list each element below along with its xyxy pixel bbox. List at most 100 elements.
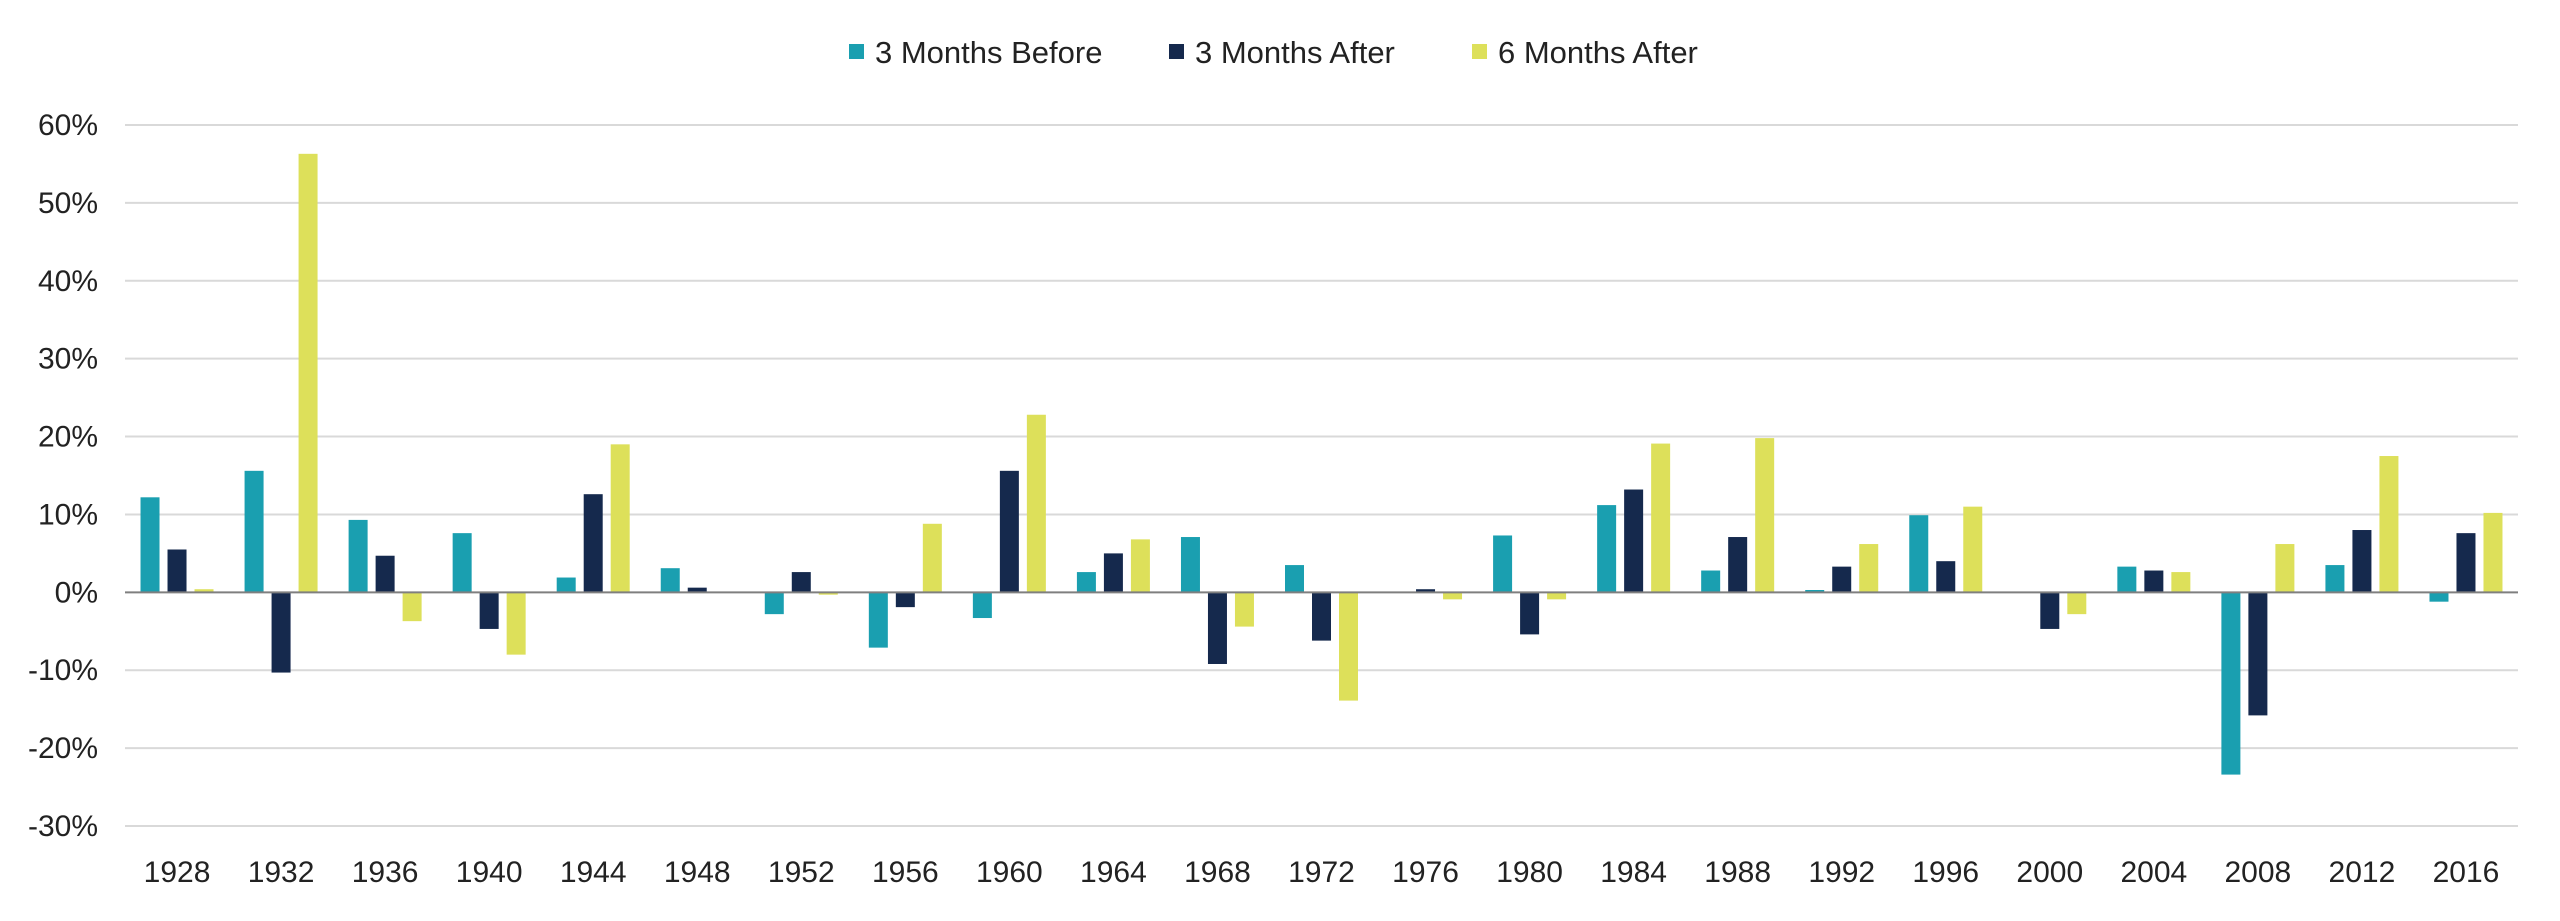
bar <box>2221 592 2241 775</box>
bar <box>999 470 1019 593</box>
bar <box>506 592 526 655</box>
y-tick-label: 50% <box>38 187 98 220</box>
bar <box>2117 566 2137 593</box>
legend-swatch <box>1472 44 1487 59</box>
bar <box>1493 535 1513 593</box>
legend-label: 3 Months Before <box>875 35 1102 70</box>
bar <box>402 592 422 622</box>
bar <box>1103 553 1123 593</box>
bar <box>140 497 160 593</box>
bar <box>764 592 784 615</box>
x-tick-label: 1956 <box>872 856 939 889</box>
bar <box>2144 570 2164 593</box>
x-tick-label: 2012 <box>2329 856 2396 889</box>
x-tick-label: 1960 <box>976 856 1043 889</box>
x-tick-label: 1968 <box>1184 856 1251 889</box>
bar <box>1701 570 1721 593</box>
bar <box>1755 438 1775 593</box>
bar <box>583 494 603 593</box>
legend-item: 3 Months After <box>1169 35 1395 70</box>
bar <box>1285 565 1304 593</box>
legend-item: 3 Months Before <box>849 35 1102 70</box>
bar <box>348 519 368 593</box>
bar <box>1130 539 1150 593</box>
bar <box>1728 537 1748 593</box>
legend-swatch <box>1169 44 1184 59</box>
legend-label: 3 Months After <box>1195 35 1395 70</box>
x-tick-label: 2016 <box>2433 856 2500 889</box>
x-tick-label: 2008 <box>2225 856 2292 889</box>
x-tick-label: 2000 <box>2016 856 2083 889</box>
y-tick-label: -20% <box>28 732 98 765</box>
x-tick-label: 1932 <box>248 856 315 889</box>
bar <box>194 589 214 593</box>
bar <box>1624 489 1644 593</box>
bar <box>2429 592 2449 602</box>
x-tick-label: 1976 <box>1392 856 1459 889</box>
bar <box>2248 592 2268 716</box>
bar <box>2040 592 2060 629</box>
bar <box>610 444 630 593</box>
legend-item: 6 Months After <box>1472 35 1698 70</box>
y-tick-label: 0% <box>55 576 98 609</box>
bar <box>1234 592 1254 627</box>
bar <box>2171 572 2191 593</box>
x-axis-tick-labels: 1928 1932 1936 1940 1944 1948 1952 1956 1960 1964… <box>144 856 2500 889</box>
bar <box>1805 590 1825 593</box>
bar <box>1547 592 1567 600</box>
bar <box>2483 512 2503 593</box>
bar <box>895 592 915 608</box>
bar <box>1207 592 1227 664</box>
y-tick-label: 60% <box>38 109 98 142</box>
x-tick-label: 1980 <box>1496 856 1563 889</box>
bar <box>2275 544 2295 593</box>
x-tick-label: 1940 <box>456 856 523 889</box>
legend: 3 Months Before 3 Months After 6 Months Af… <box>849 35 1698 70</box>
y-tick-label: 30% <box>38 343 98 376</box>
y-tick-label: -10% <box>28 654 98 687</box>
y-tick-label: -30% <box>28 810 98 843</box>
bar <box>818 592 838 595</box>
bar <box>479 592 499 629</box>
series-3-months-after <box>167 470 2476 716</box>
bar <box>972 592 992 619</box>
bar <box>244 470 264 593</box>
x-tick-label: 1964 <box>1080 856 1147 889</box>
y-axis-tick-labels: 60% 50% 40% 30% 20% 10% 0% -10% -20% -30% <box>28 109 98 843</box>
bar <box>375 555 395 593</box>
bar <box>1443 592 1463 600</box>
bar <box>660 568 680 593</box>
bar <box>1597 505 1617 593</box>
x-tick-label: 1936 <box>352 856 419 889</box>
x-tick-label: 2004 <box>2120 856 2187 889</box>
bar <box>2325 565 2345 593</box>
bar <box>1909 515 1929 593</box>
series-3-months-before <box>140 470 2449 775</box>
bar <box>1651 443 1671 593</box>
x-tick-label: 1988 <box>1704 856 1771 889</box>
bar <box>1180 537 1200 593</box>
bar <box>1076 572 1096 593</box>
bar <box>791 572 811 593</box>
x-tick-label: 1952 <box>768 856 835 889</box>
x-tick-label: 1928 <box>144 856 211 889</box>
bar <box>1026 414 1046 593</box>
y-tick-label: 40% <box>38 265 98 298</box>
series-6-months-after <box>194 153 2503 701</box>
bar <box>271 592 291 673</box>
x-tick-label: 1996 <box>1912 856 1979 889</box>
bar <box>167 549 187 593</box>
bar <box>2352 530 2372 593</box>
bar <box>1963 506 1983 593</box>
bar <box>1520 592 1540 635</box>
bar <box>2379 456 2399 593</box>
gridlines <box>125 124 2518 827</box>
bar <box>868 592 888 648</box>
bars <box>140 153 2503 775</box>
y-tick-label: 10% <box>38 498 98 531</box>
bar <box>452 533 472 593</box>
bar <box>1859 544 1879 593</box>
bar <box>2067 592 2087 615</box>
